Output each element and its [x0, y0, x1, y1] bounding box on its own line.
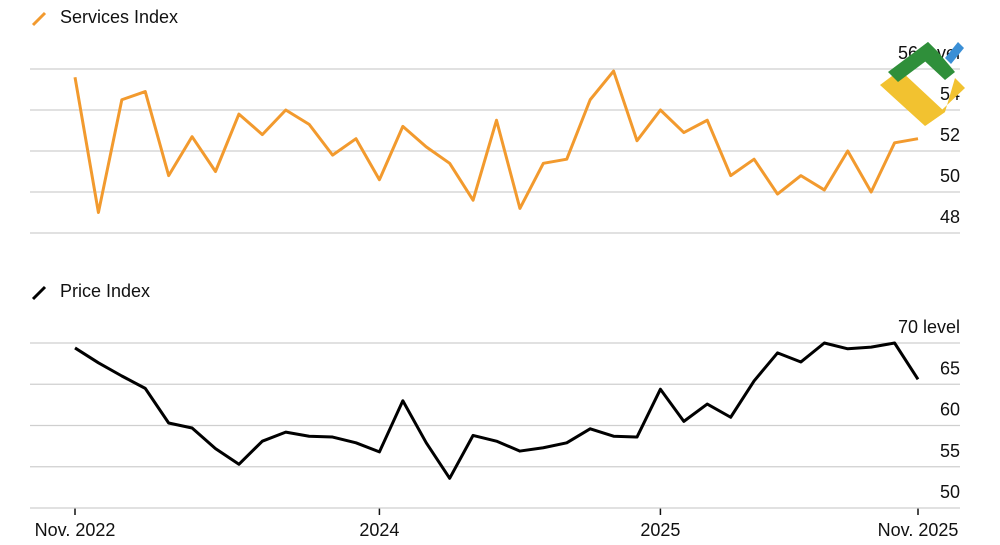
y-tick-label: 70 level — [898, 317, 960, 337]
series-line — [74, 341, 920, 480]
y-tick-label: 65 — [940, 358, 960, 378]
x-tick-label: Nov. 2022 — [35, 520, 116, 540]
y-tick-label: 60 — [940, 400, 960, 420]
y-tick-label: 55 — [940, 441, 960, 461]
legend-swatch — [31, 285, 47, 301]
y-tick-label: 50 — [940, 482, 960, 502]
x-tick-label: 2025 — [640, 520, 680, 540]
logo — [880, 42, 965, 126]
legend-label: Services Index — [60, 7, 178, 27]
legend-swatch — [31, 11, 47, 27]
y-tick-label: 52 — [940, 125, 960, 145]
series-line — [73, 69, 919, 214]
x-tick-label: Nov. 2025 — [878, 520, 959, 540]
y-tick-label: 50 — [940, 166, 960, 186]
y-tick-label: 48 — [940, 207, 960, 227]
legend-label: Price Index — [60, 281, 150, 301]
x-tick-label: 2024 — [359, 520, 399, 540]
